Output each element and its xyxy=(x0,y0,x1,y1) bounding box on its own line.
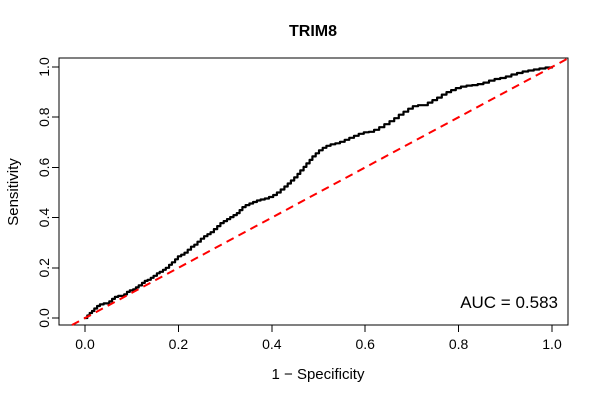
reference-diagonal-path xyxy=(71,57,569,326)
x-tick-label-1: 0.2 xyxy=(169,336,189,352)
x-tick-label-4: 0.8 xyxy=(449,336,469,352)
x-axis-label: 1 − Specificity xyxy=(272,366,365,383)
y-tick-label-2: 0.4 xyxy=(36,208,52,228)
plot-box xyxy=(58,57,569,326)
x-axis-ticks xyxy=(84,325,553,332)
y-axis-ticks xyxy=(52,66,59,319)
roc-curve-path xyxy=(83,65,554,320)
y-axis-label: Sensitivity xyxy=(5,158,22,226)
y-tick-label-5: 1.0 xyxy=(36,57,52,77)
x-tick-label-0: 0.0 xyxy=(75,336,95,352)
y-tick-label-4: 0.8 xyxy=(36,107,52,127)
x-tick-label-5: 1.0 xyxy=(542,336,562,352)
x-tick-label-3: 0.6 xyxy=(355,336,375,352)
y-tick-label-3: 0.6 xyxy=(36,157,52,177)
auc-annotation: AUC = 0.583 xyxy=(460,293,558,312)
chart-title: TRIM8 xyxy=(289,23,337,40)
x-tick-label-2: 0.4 xyxy=(262,336,282,352)
y-tick-label-0: 0.0 xyxy=(36,308,52,328)
y-tick-label-1: 0.2 xyxy=(36,258,52,278)
